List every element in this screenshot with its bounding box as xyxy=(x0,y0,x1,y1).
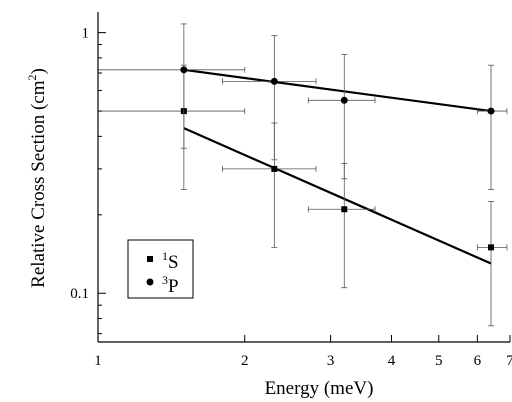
y-tick-label: 0.1 xyxy=(70,286,89,302)
plot-area xyxy=(97,23,508,327)
x-tick-label: 2 xyxy=(241,353,249,369)
x-tick-label: 1 xyxy=(94,353,102,369)
data-point-3p xyxy=(180,66,188,74)
y-axis-title: Relative Cross Section (cm2) xyxy=(25,68,49,288)
fit-line-1s xyxy=(183,127,492,265)
axes: 1 2 3 4 5 6 7 0.1 1 xyxy=(70,12,512,369)
data-point-1s xyxy=(488,244,495,251)
fit-line-3p xyxy=(183,68,492,113)
legend-box xyxy=(127,239,194,299)
x-tick-label: 5 xyxy=(435,353,443,369)
data-point-3p xyxy=(340,96,348,104)
legend-marker-3p xyxy=(146,278,154,286)
data-point-3p xyxy=(270,77,278,85)
legend-label-3p: 3P xyxy=(162,273,179,297)
legend-label-1s: 1S xyxy=(162,249,179,273)
legend-marker-1s xyxy=(147,256,153,262)
x-tick-label: 6 xyxy=(474,353,482,369)
x-axis-title: Energy (meV) xyxy=(265,378,374,399)
data-point-3p xyxy=(487,107,495,115)
data-point-1s xyxy=(341,206,348,213)
series-3p xyxy=(97,23,508,190)
y-tick-label: 1 xyxy=(82,26,90,42)
data-point-1s xyxy=(271,165,278,172)
x-tick-label: 7 xyxy=(506,353,512,369)
legend: 1S 3P xyxy=(127,239,194,299)
x-tick-label: 4 xyxy=(388,353,396,369)
x-tick-label: 3 xyxy=(327,353,335,369)
